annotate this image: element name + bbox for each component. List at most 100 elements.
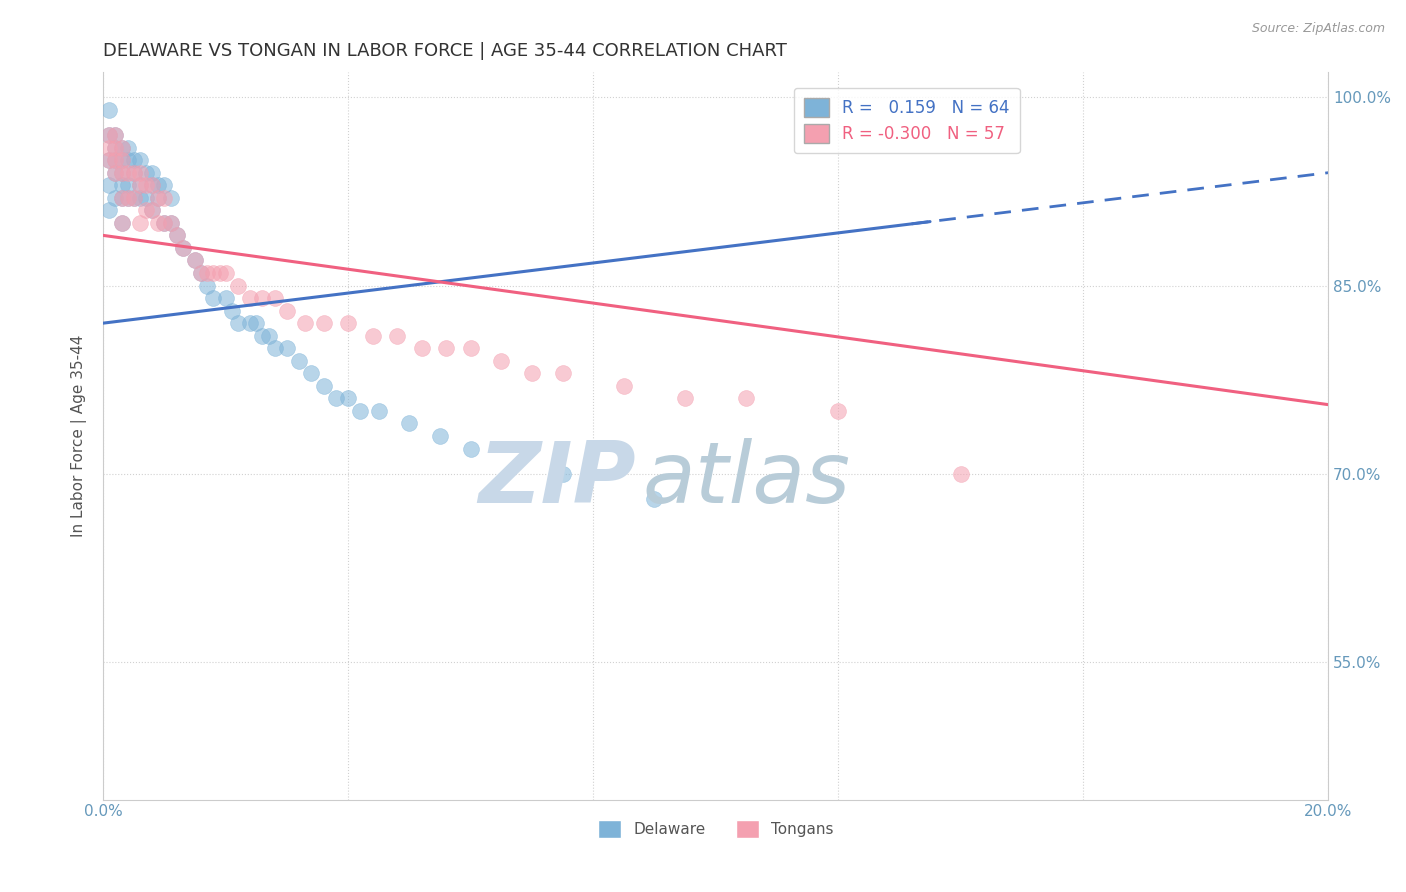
Point [411, 341, 433, 355]
Point [148, 178, 170, 193]
Point [226, 278, 249, 293]
Point [288, 353, 311, 368]
Point [129, 153, 152, 168]
Point [148, 191, 170, 205]
Point [276, 303, 298, 318]
Point [141, 178, 163, 193]
Point [122, 166, 145, 180]
Point [159, 216, 181, 230]
Point [613, 379, 636, 393]
Point [257, 328, 280, 343]
Point [551, 366, 574, 380]
Point [98, 103, 121, 117]
Point [104, 153, 127, 168]
Point [141, 203, 163, 218]
Point [215, 291, 238, 305]
Point [239, 291, 262, 305]
Y-axis label: In Labor Force | Age 35-44: In Labor Force | Age 35-44 [72, 334, 87, 537]
Point [184, 253, 207, 268]
Point [252, 291, 274, 305]
Point [117, 166, 139, 180]
Text: ZIP: ZIP [478, 438, 636, 521]
Point [434, 341, 457, 355]
Point [312, 316, 335, 330]
Point [117, 191, 139, 205]
Point [117, 178, 139, 193]
Point [252, 328, 274, 343]
Point [491, 353, 513, 368]
Point [337, 316, 360, 330]
Point [166, 228, 188, 243]
Point [98, 203, 121, 218]
Point [172, 241, 194, 255]
Point [208, 266, 231, 280]
Point [129, 216, 152, 230]
Point [166, 228, 188, 243]
Point [202, 266, 225, 280]
Point [398, 417, 420, 431]
Point [202, 291, 225, 305]
Point [98, 141, 121, 155]
Point [349, 404, 371, 418]
Point [153, 178, 176, 193]
Point [172, 241, 194, 255]
Point [215, 266, 238, 280]
Point [148, 216, 170, 230]
Point [245, 316, 267, 330]
Point [104, 128, 127, 142]
Point [129, 178, 152, 193]
Point [110, 216, 132, 230]
Point [135, 178, 157, 193]
Point [221, 303, 243, 318]
Point [153, 191, 176, 205]
Point [122, 153, 145, 168]
Point [294, 316, 316, 330]
Point [239, 316, 262, 330]
Point [104, 191, 127, 205]
Point [110, 166, 132, 180]
Point [104, 128, 127, 142]
Point [110, 141, 132, 155]
Text: Source: ZipAtlas.com: Source: ZipAtlas.com [1251, 22, 1385, 36]
Point [195, 266, 218, 280]
Point [226, 316, 249, 330]
Point [367, 404, 389, 418]
Point [141, 178, 163, 193]
Point [141, 166, 163, 180]
Point [520, 366, 543, 380]
Point [263, 341, 285, 355]
Point [110, 153, 132, 168]
Point [129, 191, 152, 205]
Point [129, 178, 152, 193]
Point [827, 404, 849, 418]
Point [110, 191, 132, 205]
Point [184, 253, 207, 268]
Point [429, 429, 451, 443]
Point [110, 216, 132, 230]
Point [135, 191, 157, 205]
Point [949, 467, 972, 481]
Point [110, 141, 132, 155]
Point [98, 128, 121, 142]
Point [135, 166, 157, 180]
Point [122, 191, 145, 205]
Point [98, 128, 121, 142]
Point [361, 328, 384, 343]
Text: DELAWARE VS TONGAN IN LABOR FORCE | AGE 35-44 CORRELATION CHART: DELAWARE VS TONGAN IN LABOR FORCE | AGE … [103, 42, 787, 60]
Point [104, 141, 127, 155]
Point [276, 341, 298, 355]
Point [337, 392, 360, 406]
Point [148, 191, 170, 205]
Point [135, 203, 157, 218]
Point [104, 166, 127, 180]
Point [735, 392, 758, 406]
Point [117, 141, 139, 155]
Point [141, 203, 163, 218]
Point [110, 191, 132, 205]
Point [159, 216, 181, 230]
Point [460, 442, 482, 456]
Point [110, 178, 132, 193]
Point [98, 178, 121, 193]
Legend: Delaware, Tongans: Delaware, Tongans [592, 814, 839, 844]
Point [263, 291, 285, 305]
